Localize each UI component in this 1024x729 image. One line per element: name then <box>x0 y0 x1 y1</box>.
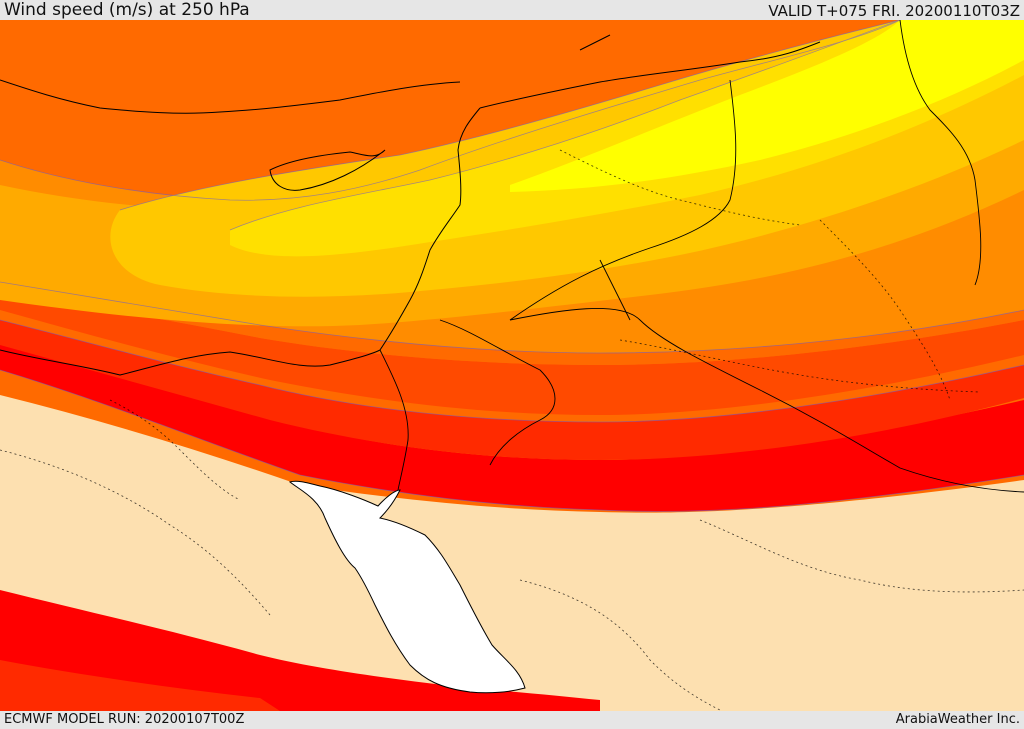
dotted-borders <box>0 149 1024 711</box>
field-red-band <box>0 340 1024 512</box>
coastlines <box>0 34 821 376</box>
field-darkorange-band <box>0 290 1024 415</box>
footer-bar: ECMWF MODEL RUN: 20200107T00Z ArabiaWeat… <box>0 711 1024 729</box>
field-yellow <box>510 20 1024 192</box>
field-south-jet-edge <box>0 660 280 711</box>
map-title: Wind speed (m/s) at 250 hPa <box>4 0 250 20</box>
borders <box>379 20 1024 493</box>
valid-time: VALID T+075 FRI. 20200110T03Z <box>768 2 1020 20</box>
credit: ArabiaWeather Inc. <box>895 712 1020 727</box>
field-redorange-band <box>0 320 1024 460</box>
field-south-jet <box>0 590 600 711</box>
field-calm <box>0 395 1024 711</box>
wind-speed-map <box>0 20 1024 711</box>
header-bar: Wind speed (m/s) at 250 hPa VALID T+075 … <box>0 0 1024 20</box>
model-run: ECMWF MODEL RUN: 20200107T00Z <box>4 712 245 727</box>
wind-contours <box>0 20 1024 512</box>
red-sea <box>288 480 526 694</box>
